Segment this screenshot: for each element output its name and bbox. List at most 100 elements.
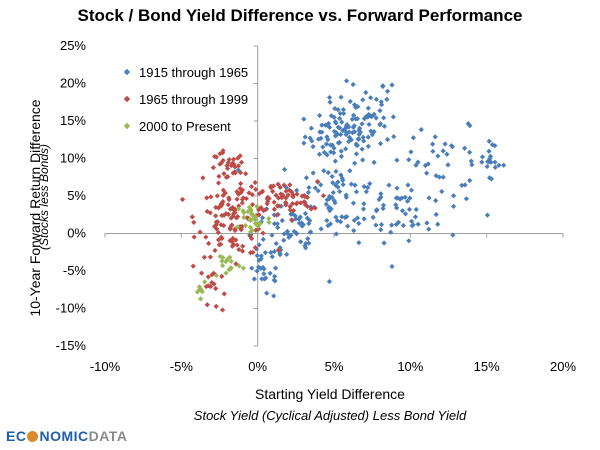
data-point [356,136,362,142]
data-point [335,107,341,113]
data-point [275,247,281,253]
data-point [365,105,371,111]
data-point [393,202,399,208]
chart-title: Stock / Bond Yield Difference vs. Forwar… [77,6,523,25]
data-point [394,205,400,211]
x-axis-sublabel: Stock Yield (Cyclical Adjusted) Less Bon… [193,408,467,423]
data-point [281,231,287,237]
data-point [336,125,343,131]
data-point [394,185,400,191]
data-point [373,208,380,214]
data-point [331,128,337,135]
data-point [238,159,245,165]
data-point [310,170,316,176]
legend: 1915 through 1965 1965 through 1999 2000 t… [123,65,248,134]
data-point [361,138,367,144]
data-point [296,216,302,222]
data-point [230,235,236,241]
data-point [248,217,254,224]
data-point [462,182,468,188]
data-point [271,221,278,227]
data-point [350,200,357,206]
data-point [204,195,210,201]
data-point [352,160,358,166]
data-point [323,201,329,207]
data-point [368,128,374,134]
data-point [353,116,359,122]
data-point [217,161,223,167]
data-point [191,234,197,240]
data-point [338,94,344,100]
logo-text-nomic: NOMIC [39,428,89,444]
data-point [462,145,468,151]
data-point [333,214,339,220]
data-point [326,278,332,285]
data-point [220,199,226,205]
data-point [487,156,493,162]
data-point [409,223,415,229]
y-tick-label: -10% [56,301,87,316]
data-point [393,195,399,201]
data-point [287,182,293,188]
data-point [237,153,243,159]
data-point [377,122,383,128]
data-point [253,186,259,193]
data-point [352,129,358,135]
data-point [293,216,299,222]
data-point [226,156,232,163]
logo-dot-icon [27,431,39,442]
data-point [223,258,229,265]
data-point [275,195,282,201]
data-point [254,253,260,259]
data-point [316,112,323,119]
data-point [343,146,349,152]
data-point [323,141,330,147]
data-point [361,201,367,207]
data-point [233,215,240,221]
data-point [332,200,338,206]
data-point [220,187,227,193]
data-point [298,200,304,206]
data-point [377,141,384,147]
data-point [330,180,336,186]
data-point [254,203,260,210]
data-point [191,219,197,225]
data-point [321,149,327,155]
data-point [216,204,222,210]
data-point [479,154,486,160]
data-point [337,139,343,146]
logo-text-data: DATA [88,428,128,444]
data-point [337,188,343,195]
data-point [255,264,262,270]
data-point [277,184,283,190]
data-point [390,114,396,120]
data-point [272,273,278,279]
data-point [360,206,367,212]
data-point [238,180,244,187]
data-point [227,254,233,260]
data-point [356,127,362,134]
data-point [413,206,419,213]
data-point [307,229,314,235]
data-point [249,265,255,271]
data-point [415,159,421,165]
data-point [440,174,446,180]
data-point [328,113,334,119]
data-point [198,270,205,276]
data-point [404,198,411,204]
data-point [258,253,264,259]
data-point [354,215,361,221]
data-point [219,258,225,264]
data-point [225,174,231,180]
data-point [270,183,277,189]
data-point [388,229,394,235]
data-point [347,98,353,105]
data-point [339,119,345,125]
data-point [306,220,312,227]
data-point [328,149,334,155]
data-point [328,206,334,212]
data-point [220,255,226,261]
data-point [384,136,391,143]
data-point [492,159,498,165]
data-point [215,180,222,186]
